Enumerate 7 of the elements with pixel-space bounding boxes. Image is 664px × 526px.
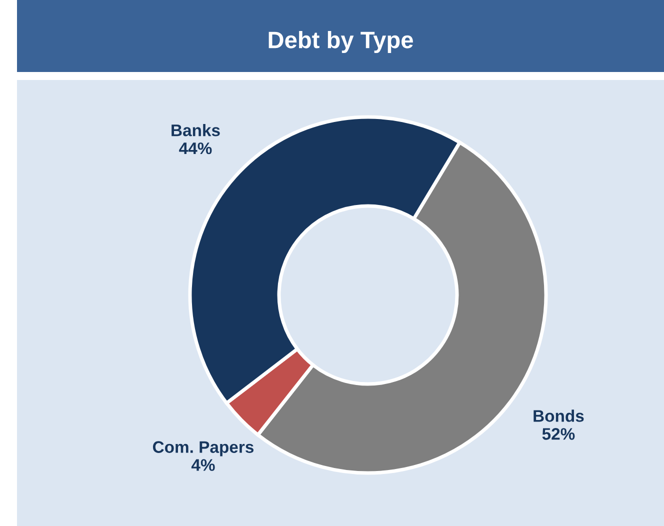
data-label: 52% <box>542 428 575 440</box>
slice-label: Banks <box>172 124 220 136</box>
data-label: 44% <box>179 142 212 154</box>
data-label: 4% <box>191 459 215 471</box>
slice-label: Bonds <box>534 410 584 422</box>
slice-label: Com. Papers <box>152 441 254 456</box>
chart-title: Debt by Type <box>268 30 413 54</box>
